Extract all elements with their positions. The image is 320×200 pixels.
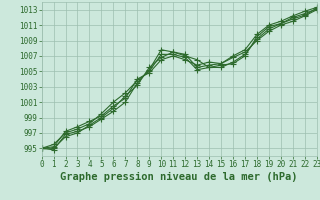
X-axis label: Graphe pression niveau de la mer (hPa): Graphe pression niveau de la mer (hPa) xyxy=(60,172,298,182)
